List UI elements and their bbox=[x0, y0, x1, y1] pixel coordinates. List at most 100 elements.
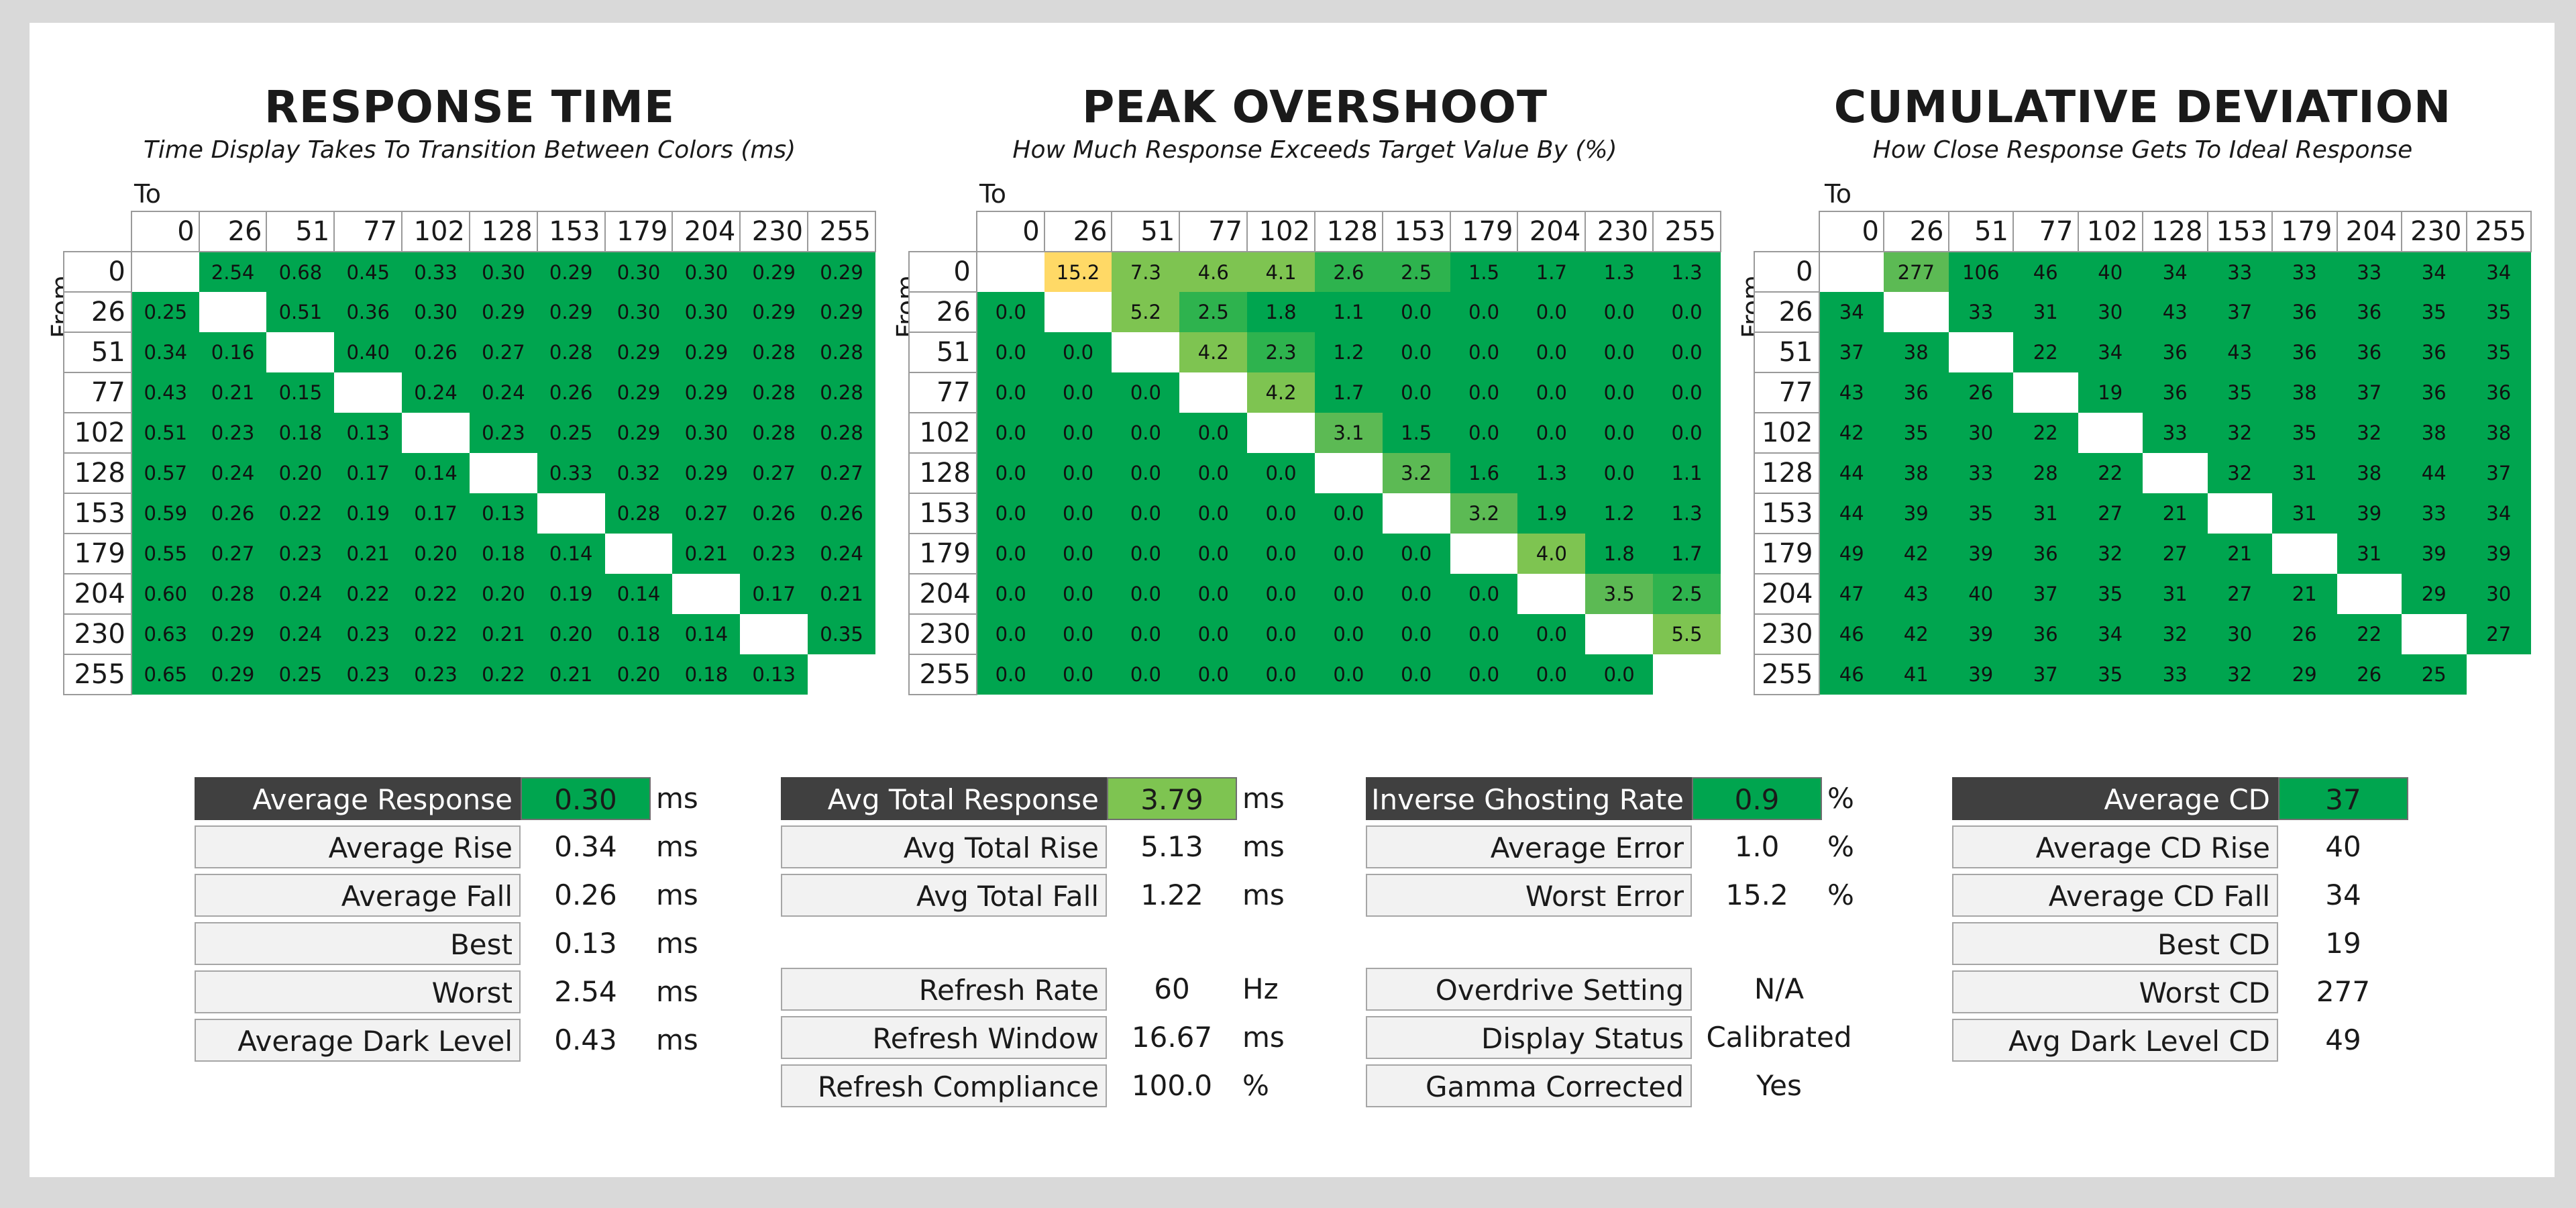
heatmap-row: 153 44 39 35 31 27 21 31 39 33 34 bbox=[1754, 493, 2531, 534]
stat-row: Worst CD 277 bbox=[1952, 970, 2408, 1013]
heatmap-cell: 0.0 bbox=[1653, 292, 1721, 332]
heatmap-cell: 33 bbox=[2337, 252, 2402, 292]
stat-unit: ms bbox=[656, 927, 698, 960]
heatmap-diagonal-cell bbox=[266, 332, 335, 372]
heatmap-cell: 32 bbox=[2143, 614, 2208, 654]
heatmap-diagonal-cell bbox=[604, 534, 673, 574]
stat-label: Gamma Corrected bbox=[1366, 1064, 1692, 1107]
heatmap-cell: 49 bbox=[1819, 534, 1884, 574]
stat-row: Average Dark Level 0.43 ms bbox=[195, 1019, 718, 1062]
heatmap-cell: 35 bbox=[1884, 413, 1949, 453]
to-axis-label: To bbox=[1825, 179, 1852, 209]
heatmap-cell: 0.55 bbox=[131, 534, 199, 574]
stat-value: 16.67 bbox=[1131, 1021, 1213, 1054]
stat-row: Worst 2.54 ms bbox=[195, 970, 718, 1013]
heatmap-cell: 0.17 bbox=[334, 453, 402, 493]
stat-row: Best 0.13 ms bbox=[195, 922, 718, 965]
stat-label: Best CD bbox=[1952, 922, 2278, 965]
heatmap-diagonal-cell bbox=[2013, 372, 2078, 413]
stat-label: Average Fall bbox=[195, 874, 521, 917]
heatmap-cell: 1.5 bbox=[1450, 252, 1518, 292]
to-level-label: 179 bbox=[604, 211, 674, 252]
stat-value: 37 bbox=[2278, 777, 2408, 820]
heatmap-cell: 0.14 bbox=[537, 534, 605, 574]
heatmap-cell: 0.24 bbox=[402, 372, 470, 413]
heatmap-cell: 0.0 bbox=[1112, 574, 1180, 614]
heatmap-cell: 0.0 bbox=[1179, 493, 1248, 534]
to-level-label: 102 bbox=[1246, 211, 1316, 252]
heatmap-cell: 0.0 bbox=[976, 574, 1044, 614]
heatmap-cell: 30 bbox=[2207, 614, 2272, 654]
heatmap-cell: 0.0 bbox=[1247, 574, 1315, 614]
heatmap-cell: 29 bbox=[2272, 654, 2337, 695]
heatmap-cell: 41 bbox=[1884, 654, 1949, 695]
heatmap-cell: 0.25 bbox=[537, 413, 605, 453]
heatmap-cell: 0.0 bbox=[1044, 614, 1112, 654]
heatmap-cell: 38 bbox=[2402, 413, 2467, 453]
stat-value: Yes bbox=[1756, 1069, 1802, 1102]
to-level-label: 0 bbox=[975, 211, 1045, 252]
heatmap-cell: 0.13 bbox=[334, 413, 402, 453]
heatmap-cell: 0.25 bbox=[131, 292, 199, 332]
stat-value: 5.13 bbox=[1140, 830, 1203, 863]
heatmap-cell: 0.0 bbox=[976, 332, 1044, 372]
heatmap-cell: 0.28 bbox=[604, 493, 673, 534]
heatmap-cell: 0.13 bbox=[469, 493, 537, 534]
panel-subtitle: How Much Response Exceeds Target Value B… bbox=[1012, 136, 1617, 164]
heatmap-cell: 2.5 bbox=[1653, 574, 1721, 614]
heatmap-row: 204 47 43 40 37 35 31 27 21 29 30 bbox=[1754, 573, 2531, 615]
stat-label: Worst bbox=[195, 970, 521, 1013]
heatmap-cell: 37 bbox=[2013, 574, 2078, 614]
heatmap-row: 128 0.57 0.24 0.20 0.17 0.14 0.33 0.32 0.29 0.27 0… bbox=[63, 452, 875, 494]
heatmap-header-row: 0 26 51 77 102 128 153 179 204 230 255 bbox=[1754, 211, 2532, 252]
heatmap-cell: 21 bbox=[2272, 574, 2337, 614]
heatmap-cell: 37 bbox=[2207, 292, 2272, 332]
heatmap-row: 230 0.63 0.29 0.24 0.23 0.22 0.21 0.20 0.18 0.14 0… bbox=[63, 613, 875, 655]
heatmap-cell: 39 bbox=[1884, 493, 1949, 534]
heatmap-cell: 1.3 bbox=[1585, 252, 1654, 292]
heatmap-row: 255 0.65 0.29 0.25 0.23 0.23 0.22 0.21 0.20 0.18 0… bbox=[63, 654, 875, 695]
stat-value: 0.43 bbox=[554, 1023, 617, 1056]
heatmap-cell: 0.0 bbox=[1382, 614, 1450, 654]
heatmap-cell: 1.2 bbox=[1585, 493, 1654, 534]
heatmap-cell: 0.26 bbox=[199, 493, 267, 534]
from-level-label: 179 bbox=[908, 533, 977, 574]
heatmap-cell: 4.0 bbox=[1517, 534, 1586, 574]
heatmap-cell: 0.0 bbox=[1382, 292, 1450, 332]
heatmap-cell: 0.0 bbox=[1179, 453, 1248, 493]
heatmap-diagonal-cell bbox=[131, 252, 199, 292]
heatmap-cell: 36 bbox=[2337, 292, 2402, 332]
heatmap-cell: 38 bbox=[1884, 453, 1949, 493]
stat-row: Average CD Rise 40 bbox=[1952, 825, 2408, 868]
heatmap-diagonal-cell bbox=[1044, 292, 1112, 332]
heatmap-corner bbox=[64, 211, 131, 252]
heatmap-cell: 0.0 bbox=[1044, 493, 1112, 534]
stat-value: 0.34 bbox=[554, 830, 617, 863]
heatmap-row: 153 0.59 0.26 0.22 0.19 0.17 0.13 0.28 0.27 0.26 0… bbox=[63, 493, 875, 534]
from-level-label: 255 bbox=[908, 654, 977, 695]
panel-title: PEAK OVERSHOOT bbox=[1082, 81, 1548, 133]
heatmap-cell: 0.0 bbox=[1044, 654, 1112, 695]
heatmap-cell: 44 bbox=[1819, 453, 1884, 493]
from-level-label: 0 bbox=[908, 251, 977, 293]
heatmap-cell: 0.22 bbox=[469, 654, 537, 695]
stat-label: Avg Dark Level CD bbox=[1952, 1019, 2278, 1062]
heatmap-cell: 35 bbox=[2466, 332, 2531, 372]
heatmap-cell: 0.0 bbox=[1517, 654, 1586, 695]
heatmap-cell: 0.0 bbox=[1585, 453, 1654, 493]
heatmap-cell: 42 bbox=[1884, 534, 1949, 574]
heatmap-cell: 35 bbox=[2272, 413, 2337, 453]
heatmap-cell: 0.0 bbox=[1450, 654, 1518, 695]
heatmap-cell: 0.0 bbox=[1450, 372, 1518, 413]
heatmap-cell: 0.36 bbox=[334, 292, 402, 332]
stat-label: Avg Total Response bbox=[781, 777, 1107, 820]
heatmap-cell: 36 bbox=[2143, 332, 2208, 372]
to-level-label: 255 bbox=[2465, 211, 2532, 252]
from-level-label: 26 bbox=[63, 291, 132, 333]
heatmap-cell: 0.0 bbox=[1112, 493, 1180, 534]
heatmap-cell: 32 bbox=[2207, 453, 2272, 493]
to-level-label: 51 bbox=[1947, 211, 2014, 252]
heatmap-cell: 0.0 bbox=[1382, 574, 1450, 614]
stat-value: Calibrated bbox=[1706, 1021, 1852, 1054]
stat-row: Refresh Window 16.67 ms bbox=[781, 1016, 1304, 1059]
